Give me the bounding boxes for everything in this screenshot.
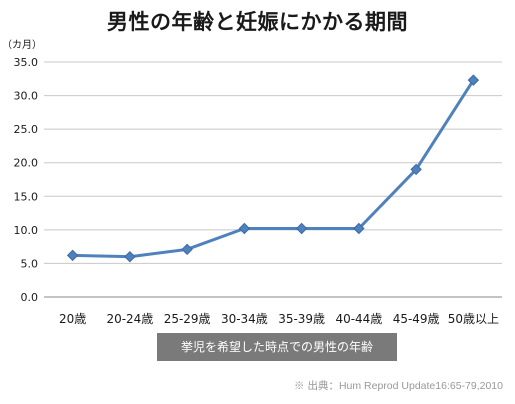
gridlines <box>44 61 502 298</box>
y-tick-label: 0.0 <box>21 291 39 304</box>
y-tick-label: 30.0 <box>14 90 39 103</box>
y-unit-label: （カ月） <box>2 39 42 51</box>
x-tick-label: 40-44歳 <box>335 312 382 326</box>
y-tick-label: 10.0 <box>14 224 39 237</box>
y-tick-label: 15.0 <box>14 190 39 203</box>
x-tick-label: 20歳 <box>59 312 86 326</box>
x-axis-ticks: 20歳 20-24歳 25-29歳 30-34歳 35-39歳 40-44歳 45-49歳 5… <box>59 312 499 326</box>
x-tick-label: 45-49歳 <box>393 312 440 326</box>
series-markers <box>66 74 480 263</box>
y-tick-label: 5.0 <box>21 257 39 270</box>
data-point-marker <box>410 163 422 176</box>
data-point-marker <box>353 222 365 235</box>
x-axis-label: 挙児を希望した時点での男性の年齢 <box>157 333 397 361</box>
series-line <box>72 79 475 259</box>
y-axis-ticks: 0.0 5.0 10.0 15.0 20.0 25.0 30.0 35.0 <box>14 56 39 304</box>
x-tick-label: 30-34歳 <box>221 312 268 326</box>
data-point-marker <box>124 251 136 263</box>
x-tick-label: 35-39歳 <box>278 312 325 326</box>
data-point-marker <box>295 222 308 235</box>
chart-title: 男性の年齢と妊娠にかかる期間 <box>107 10 408 34</box>
x-tick-label: 25-29歳 <box>164 312 211 326</box>
data-point-marker <box>66 249 79 262</box>
data-point-marker <box>238 222 251 235</box>
data-point-marker <box>467 74 480 86</box>
y-tick-label: 25.0 <box>14 123 39 136</box>
data-point-marker <box>181 243 193 256</box>
y-tick-label: 35.0 <box>14 56 39 69</box>
y-tick-label: 20.0 <box>14 157 39 170</box>
x-tick-label: 20-24歳 <box>106 312 153 326</box>
x-tick-label: 50歳以上 <box>448 312 499 326</box>
source-citation: ※ 出典：Hum Reprod Update16:65-79,2010 <box>294 380 503 392</box>
